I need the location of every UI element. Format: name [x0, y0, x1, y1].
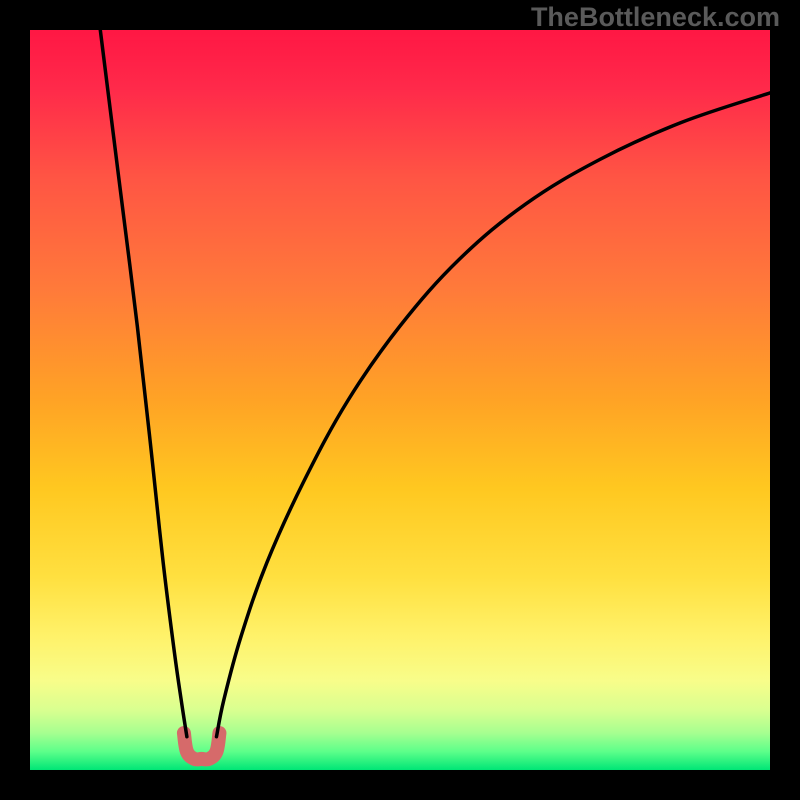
- plot-area: [30, 30, 770, 770]
- watermark-text: TheBottleneck.com: [531, 2, 780, 33]
- curves-layer: [30, 30, 770, 770]
- curve-right: [216, 93, 770, 737]
- figure-root: TheBottleneck.com: [0, 0, 800, 800]
- valley-marker: [184, 733, 220, 759]
- curve-left: [100, 30, 187, 737]
